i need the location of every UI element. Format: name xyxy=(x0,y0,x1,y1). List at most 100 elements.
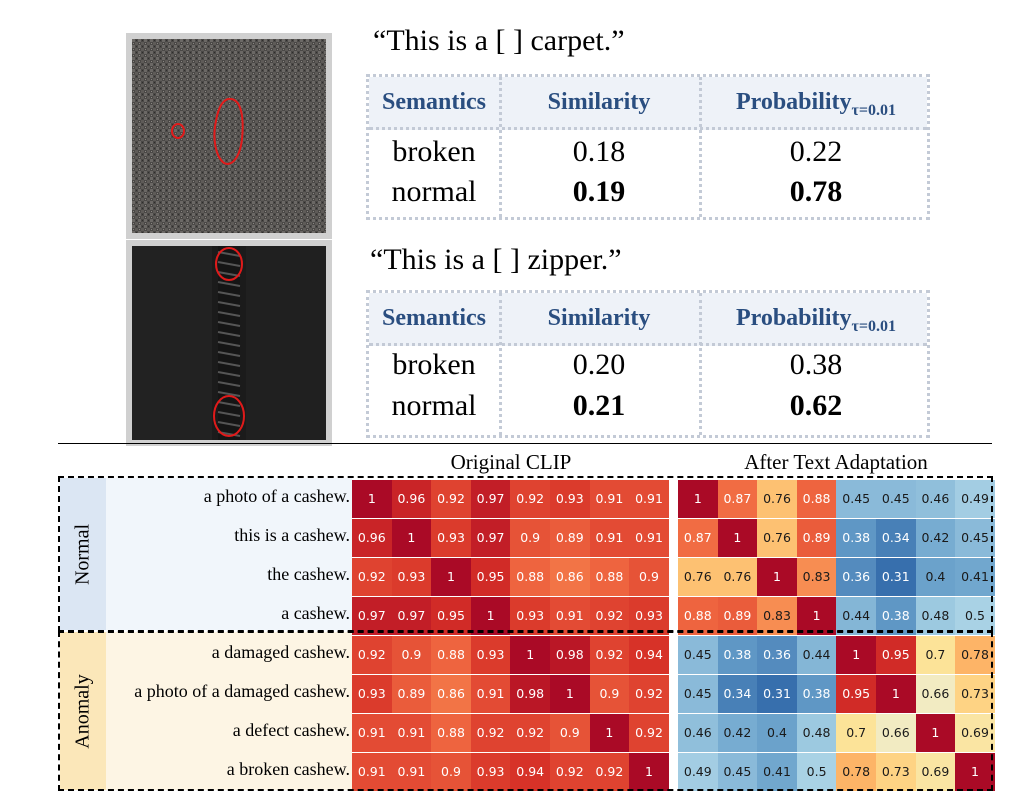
row-broken-similarity: 0.20 xyxy=(572,348,626,381)
heatmap-cell: 0.93 xyxy=(391,558,432,596)
heatmap-cell: 0.95 xyxy=(431,597,471,635)
heatmap-cell: 0.45 xyxy=(955,519,995,557)
heatmap-cell: 0.36 xyxy=(836,558,876,596)
heatmap-cell: 0.96 xyxy=(352,519,392,557)
heatmap-cell: 0.94 xyxy=(629,636,669,674)
heatmap-cell: 0.78 xyxy=(955,636,995,674)
table-header xyxy=(369,293,927,346)
heatmap-cell: 0.91 xyxy=(589,519,630,557)
anomaly-group-bg xyxy=(60,632,106,790)
heatmap-cell: 0.44 xyxy=(836,597,876,635)
heatmap-cell: 0.48 xyxy=(915,597,956,635)
heatmap-row-label: a photo of a damaged cashew. xyxy=(134,681,350,701)
heatmap-cell: 0.9 xyxy=(431,753,471,791)
heatmap-cell: 0.7 xyxy=(836,714,876,752)
heatmap-cell: 0.92 xyxy=(589,597,630,635)
heatmap-cell: 0.76 xyxy=(757,519,797,557)
heatmap-cell: 0.9 xyxy=(550,714,590,752)
heatmap-cell: 0.92 xyxy=(550,753,590,791)
heatmap-cell: 0.88 xyxy=(431,714,471,752)
heatmap-cell: 0.49 xyxy=(955,480,995,518)
heatmap-row-label: the cashew. xyxy=(267,564,350,584)
heatmap-cell: 0.91 xyxy=(470,675,511,713)
heatmap-cell: 0.92 xyxy=(589,636,630,674)
heatmap-cell: 0.9 xyxy=(629,558,669,596)
heatmap-cell: 0.87 xyxy=(678,519,718,557)
heatmap-cell: 0.91 xyxy=(352,714,392,752)
heatmap-cell: 0.5 xyxy=(955,597,995,635)
heatmap-cell: 1 xyxy=(470,597,511,635)
heatmap-cell: 0.98 xyxy=(510,675,550,713)
heatmap-cell: 0.42 xyxy=(915,519,956,557)
heatmap-cell: 0.91 xyxy=(589,480,630,518)
heatmap-cell: 0.86 xyxy=(550,558,590,596)
heatmap-cell: 0.36 xyxy=(757,636,797,674)
heatmap-cell: 0.93 xyxy=(550,480,590,518)
heatmap-row-label: a defect cashew. xyxy=(232,720,350,740)
header-semantics: Semantics xyxy=(382,305,486,331)
heatmap-cell: 0.9 xyxy=(510,519,550,557)
heatmap-cell: 0.88 xyxy=(431,636,471,674)
heatmap-cell: 1 xyxy=(955,753,995,791)
heatmap-cell: 1 xyxy=(915,714,956,752)
heatmap-cell: 1 xyxy=(550,675,590,713)
heatmap-row-label: a damaged cashew. xyxy=(211,642,350,662)
row-broken-probability: 0.38 xyxy=(789,348,843,381)
heatmap-cell: 0.69 xyxy=(915,753,956,791)
heatmap-cell: 1 xyxy=(352,480,392,518)
heatmap-cell: 0.92 xyxy=(352,558,392,596)
heatmap-cell: 1 xyxy=(391,519,432,557)
heatmap-cell: 0.7 xyxy=(915,636,956,674)
heatmap-cell: 0.31 xyxy=(757,675,797,713)
row-broken-semantic: broken xyxy=(392,135,476,168)
heatmap-cell: 0.87 xyxy=(717,480,758,518)
heatmap-cell: 0.86 xyxy=(431,675,471,713)
heatmap-cell: 1 xyxy=(796,597,837,635)
heatmap-cell: 0.89 xyxy=(391,675,432,713)
heatmap-cell: 0.97 xyxy=(470,519,511,557)
heatmap-cell: 0.92 xyxy=(629,714,669,752)
heatmap-cell: 0.34 xyxy=(717,675,758,713)
heatmap-cell: 0.97 xyxy=(470,480,511,518)
heatmap-cell: 0.97 xyxy=(391,597,432,635)
heatmap-cell: 0.92 xyxy=(510,714,550,752)
normal-rows-bg xyxy=(106,478,352,630)
heatmap-cell: 0.83 xyxy=(757,597,797,635)
heatmap-cell: 0.93 xyxy=(352,675,392,713)
row-broken-similarity: 0.18 xyxy=(572,135,626,168)
heatmap-cell: 0.42 xyxy=(717,714,758,752)
heatmap-cell: 0.93 xyxy=(431,519,471,557)
heatmap-cell: 0.91 xyxy=(391,714,432,752)
heatmap-cell: 0.95 xyxy=(876,636,916,674)
anomaly-rows-bg xyxy=(106,632,352,790)
heatmap-cell: 0.34 xyxy=(876,519,916,557)
carpet-photo xyxy=(126,33,332,239)
heatmap-cell: 0.45 xyxy=(836,480,876,518)
anomaly-group-box xyxy=(58,631,993,791)
heatmap-cell: 0.88 xyxy=(678,597,718,635)
heatmap-cell: 0.45 xyxy=(717,753,758,791)
heatmap-cell: 0.48 xyxy=(796,714,837,752)
heatmap-cell: 0.38 xyxy=(836,519,876,557)
heatmap-cell: 0.9 xyxy=(589,675,630,713)
heatmap-cell: 0.46 xyxy=(678,714,718,752)
heatmap-cell: 0.4 xyxy=(757,714,797,752)
heatmap-cell: 0.66 xyxy=(876,714,916,752)
heatmap-cell: 0.91 xyxy=(550,597,590,635)
heatmap-cell: 0.76 xyxy=(757,480,797,518)
heatmap-cell: 0.88 xyxy=(589,558,630,596)
heatmap-cell: 0.96 xyxy=(391,480,432,518)
header-similarity: Similarity xyxy=(547,305,651,331)
carpet-prompt: “This is a [ ] carpet.” xyxy=(373,24,625,57)
heatmap-cell: 0.91 xyxy=(629,519,669,557)
header-probability: Probabilityτ=0.01 xyxy=(735,305,897,335)
heatmap-cell: 0.91 xyxy=(629,480,669,518)
heatmap-cell: 0.83 xyxy=(796,558,837,596)
row-normal-similarity: 0.19 xyxy=(572,175,626,208)
heatmap-cell: 0.66 xyxy=(915,675,956,713)
carpet-defect-photo-icon xyxy=(132,39,326,233)
row-normal-semantic: normal xyxy=(391,389,477,422)
heatmap-cell: 0.94 xyxy=(510,753,550,791)
heatmap-cell: 1 xyxy=(589,714,630,752)
zipper-similarity-table: Semantics Similarity Probabilityτ=0.01 b… xyxy=(366,290,930,438)
